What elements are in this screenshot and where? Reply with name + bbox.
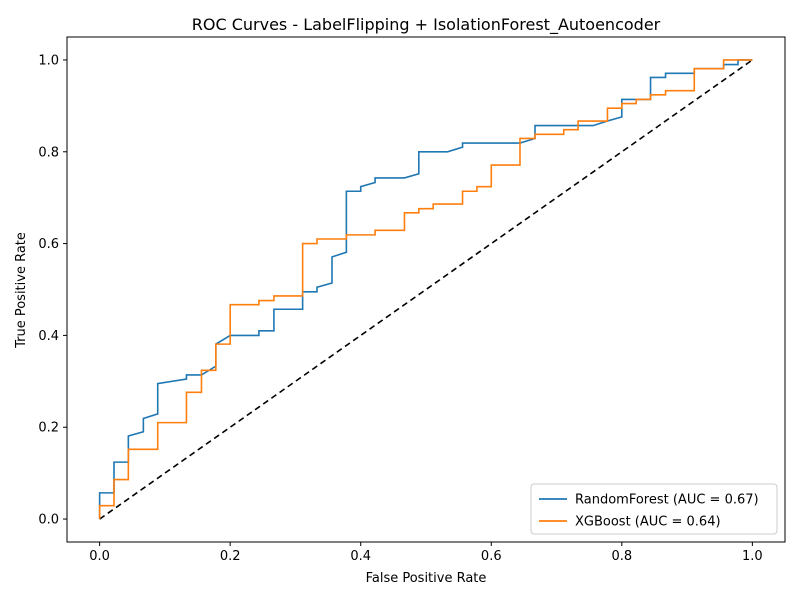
series-line-randomforest (98, 59, 753, 520)
y-axis: 0.0 0.2 0.4 0.6 0.8 1.0 (38, 53, 67, 528)
legend: RandomForest (AUC = 0.67) XGBoost (AUC = … (530, 483, 778, 535)
y-axis-label: True Positive Rate (14, 232, 29, 349)
x-tick-label: 0.2 (220, 549, 241, 564)
x-tick-label: 0.0 (89, 549, 110, 564)
x-axis: 0.0 0.2 0.4 0.6 0.8 1.0 (89, 542, 763, 564)
chance-diagonal-line (99, 59, 753, 520)
y-tick-label: 0.4 (38, 329, 59, 344)
chart-title: ROC Curves - LabelFlipping + IsolationFo… (192, 15, 661, 35)
x-axis-label: False Positive Rate (366, 571, 487, 586)
y-tick-label: 0.8 (38, 145, 59, 160)
x-tick-label: 0.4 (350, 549, 371, 564)
x-tick-label: 1.0 (742, 549, 763, 564)
legend-box (530, 483, 778, 535)
x-tick-label: 0.8 (611, 549, 632, 564)
y-tick-label: 0.2 (38, 421, 59, 436)
y-tick-label: 0.6 (38, 237, 59, 252)
legend-label: RandomForest (AUC = 0.67) (575, 493, 759, 508)
axes-frame (66, 36, 786, 543)
y-tick-label: 1.0 (38, 53, 59, 68)
x-tick-label: 0.6 (481, 549, 502, 564)
plot-area (98, 59, 753, 520)
legend-label: XGBoost (AUC = 0.64) (575, 515, 721, 530)
y-tick-label: 0.0 (38, 513, 59, 528)
series-line-xgboost (98, 59, 753, 520)
